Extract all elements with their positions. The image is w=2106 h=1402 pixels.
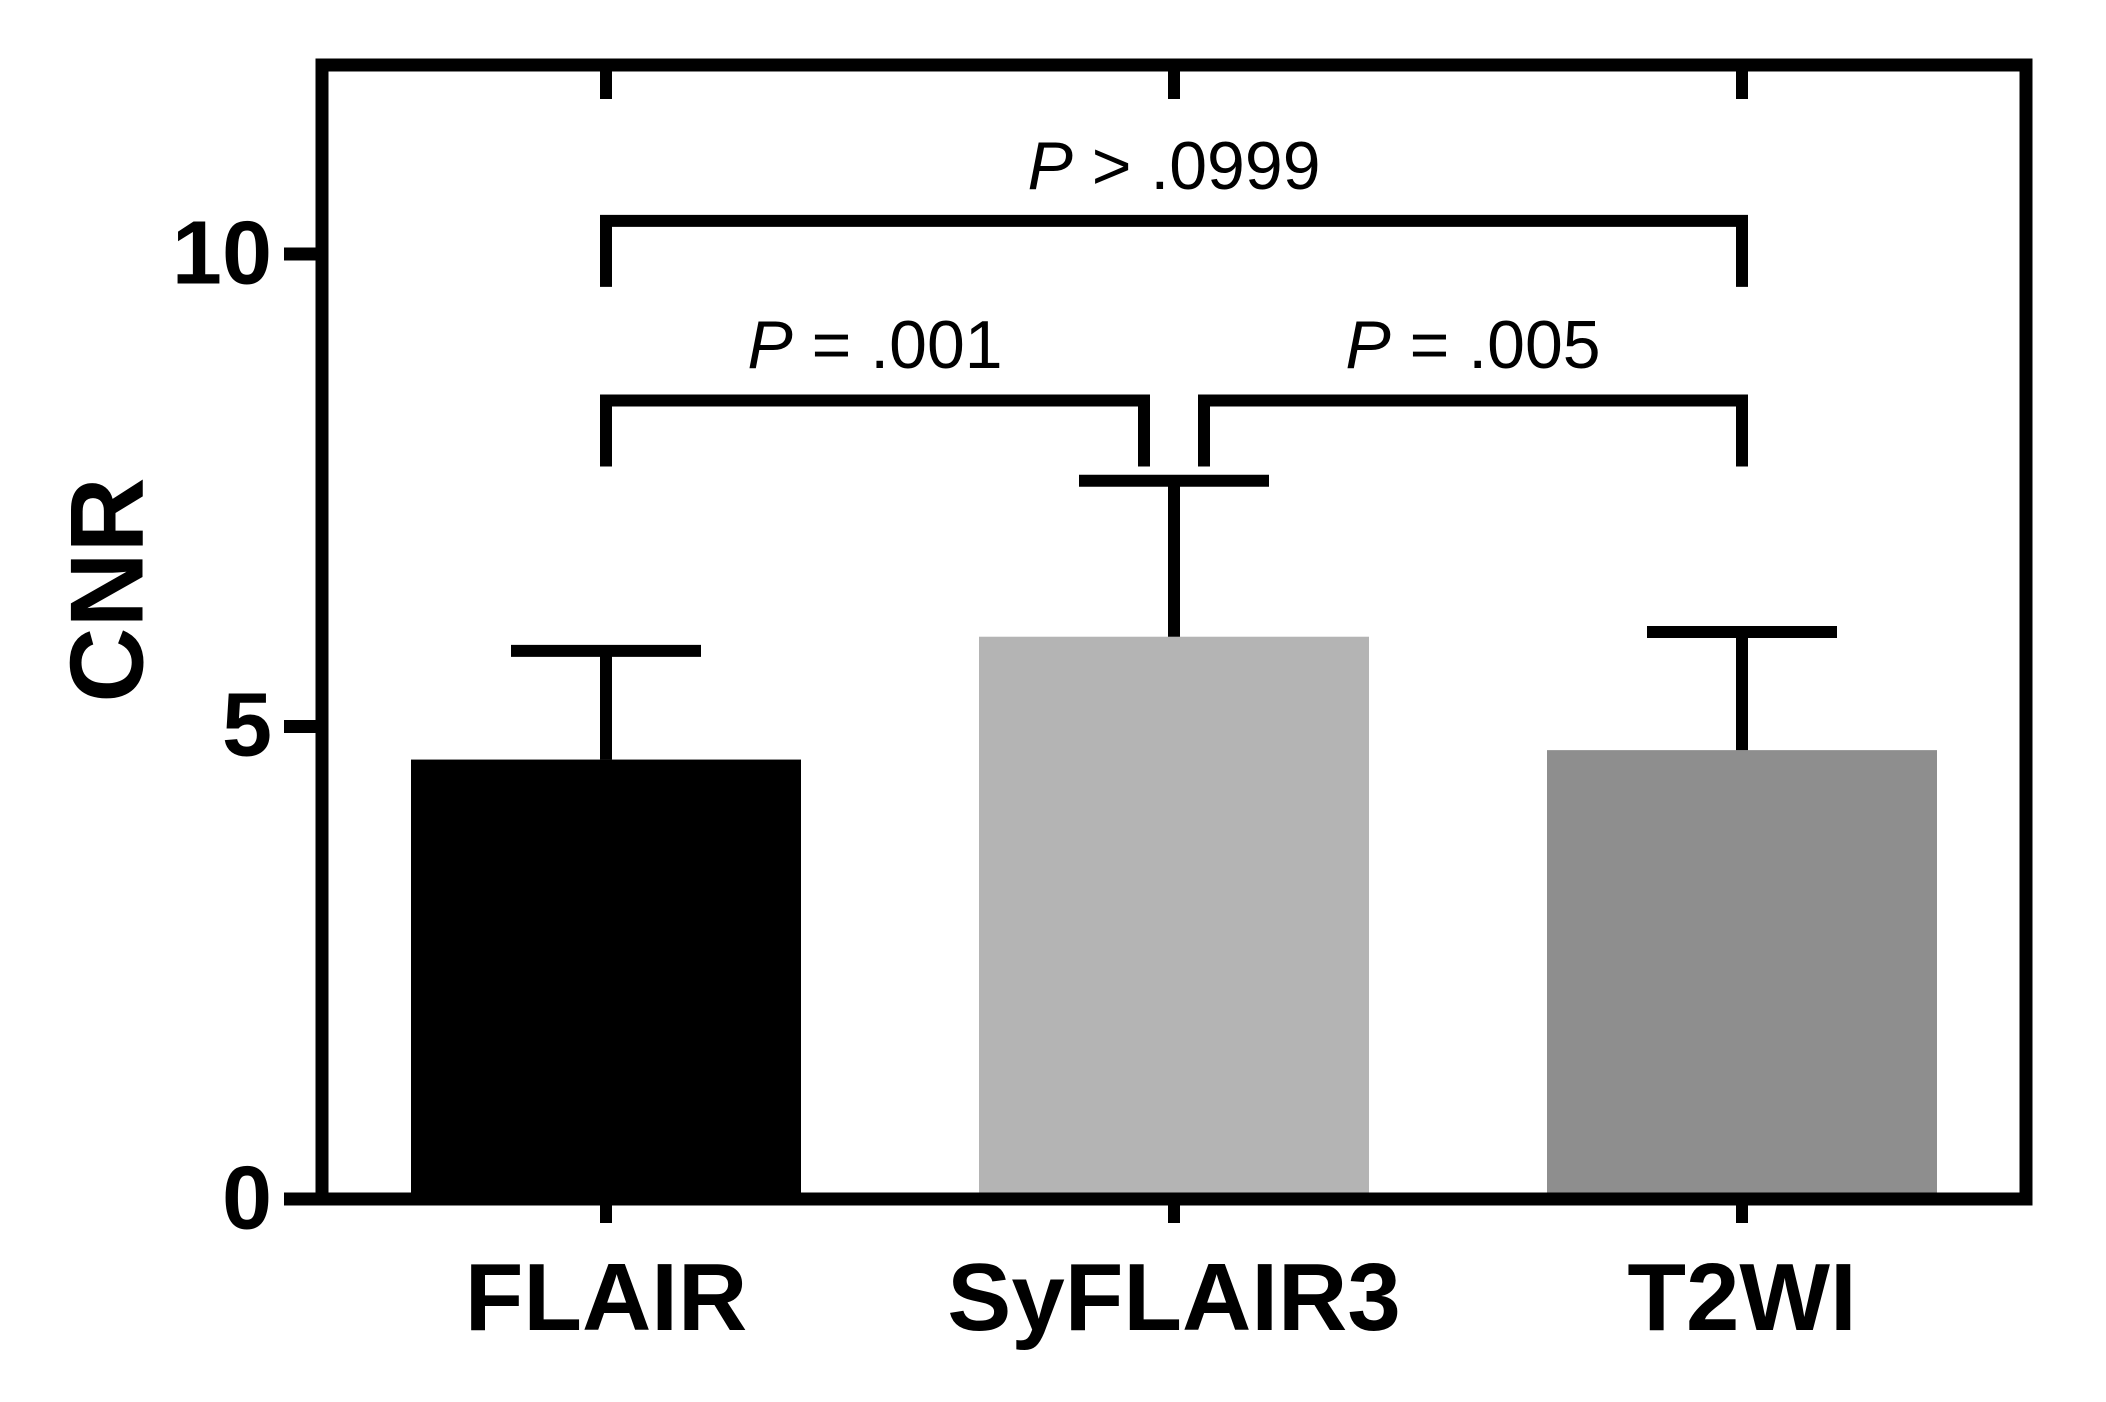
significance-label-flair-vs-t2wi: P > .0999	[1027, 127, 1320, 205]
bar-syflair3	[979, 636, 1369, 1199]
significance-bracket-0	[600, 394, 1150, 467]
y-tick-label-10: 10	[171, 203, 272, 304]
p-symbol: P	[747, 307, 793, 384]
bar-t2wi	[1547, 750, 1937, 1199]
y-tick-label-0: 0	[221, 1148, 272, 1249]
bar-flair	[411, 759, 801, 1199]
y-tick-label-5: 5	[221, 675, 272, 776]
significance-label-flair-vs-syflair3: P = .001	[747, 306, 1002, 384]
significance-label-syflair3-vs-t2wi: P = .005	[1345, 306, 1600, 384]
significance-bracket-2	[600, 214, 1748, 287]
p-symbol: P	[1345, 307, 1391, 384]
x-axis-label-syflair3: SyFLAIR3	[947, 1244, 1401, 1351]
p-value-text: > .0999	[1072, 127, 1321, 204]
p-symbol: P	[1027, 127, 1073, 204]
significance-bracket-1	[1198, 394, 1748, 467]
x-axis-label-t2wi: T2WI	[1627, 1244, 1857, 1351]
x-axis-label-flair: FLAIR	[464, 1244, 748, 1351]
y-axis-title: CNR	[49, 477, 166, 703]
p-value-text: = .001	[792, 307, 1003, 384]
p-value-text: = .005	[1390, 307, 1601, 384]
